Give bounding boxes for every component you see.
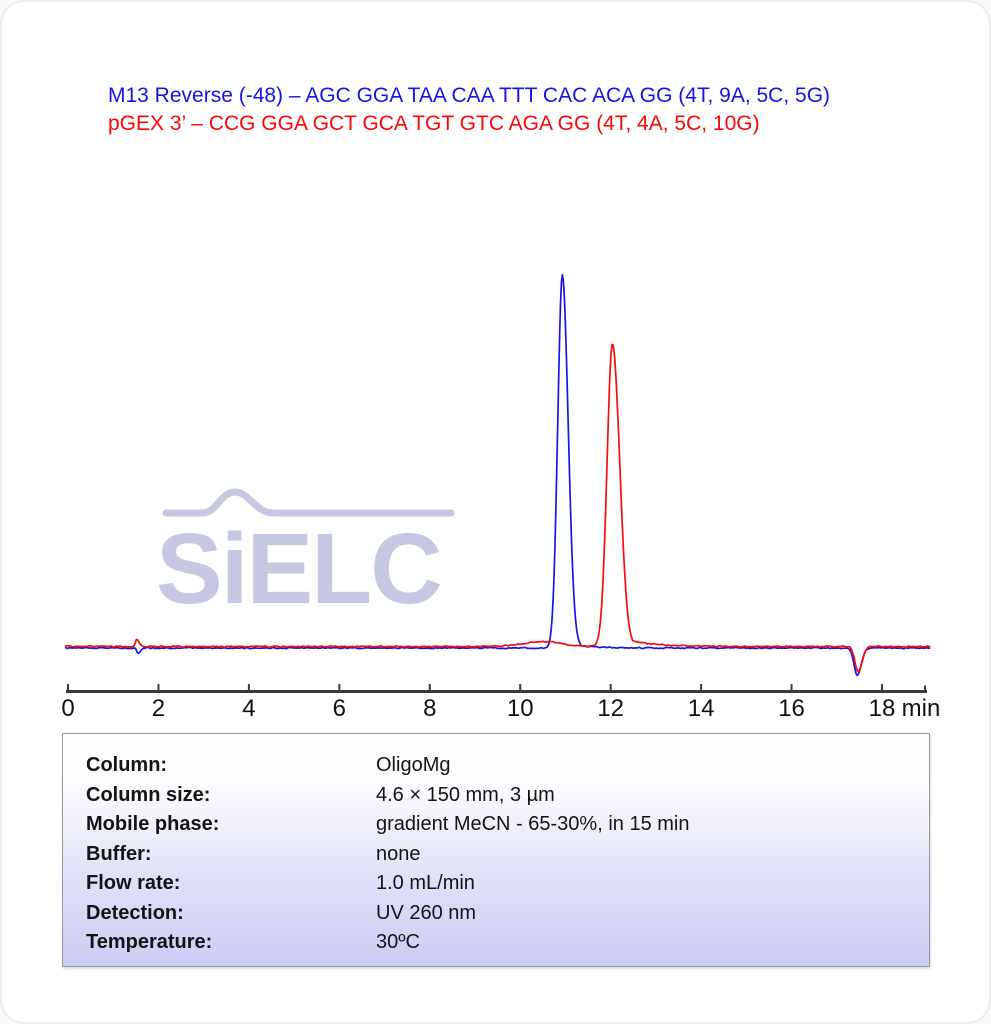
x-axis-tick-label: 18 — [869, 695, 896, 722]
x-axis-unit-label: min — [902, 695, 941, 722]
row-label: Buffer: — [86, 842, 152, 865]
x-axis-tick-label: 2 — [152, 695, 165, 722]
row-label: Temperature: — [86, 931, 213, 954]
x-axis-tick-label: 0 — [61, 695, 74, 722]
logo-peak-line — [162, 488, 455, 517]
row-value: 4.6 × 150 mm, 3 µm — [376, 783, 555, 806]
title-blue-sequence: M13 Reverse (-48) – AGC GGA TAA CAA TTT … — [108, 84, 831, 107]
x-axis-tick-label: 10 — [507, 695, 534, 722]
table-row: Temperature: 30ºC — [86, 928, 929, 958]
row-value: UV 260 nm — [376, 901, 477, 924]
blue-trace-m13-reverse — [64, 273, 931, 677]
row-label: Mobile phase: — [86, 813, 220, 836]
row-value: none — [376, 842, 421, 865]
row-label: Flow rate: — [86, 872, 181, 895]
table-row: Detection: UV 260 nm — [86, 899, 929, 929]
table-row: Mobile phase: gradient MeCN - 65-30%, in … — [86, 810, 929, 840]
row-value: gradient MeCN - 65-30%, in 15 min — [376, 813, 690, 836]
row-label: Column: — [86, 754, 168, 777]
row-value: OligoMg — [376, 754, 451, 777]
x-axis-tick-label: 6 — [333, 695, 346, 722]
x-axis-tick-label: 12 — [597, 695, 624, 722]
table-row: Column: OligoMg — [86, 751, 929, 781]
x-axis-tick-label: 14 — [688, 695, 715, 722]
row-label: Detection: — [86, 901, 184, 924]
x-axis-tick-label: 16 — [778, 695, 805, 722]
conditions-table: Column: OligoMg Column size: 4.6 × 150 mm, … — [62, 733, 930, 967]
red-trace-pgex3 — [64, 343, 931, 673]
table-row: Buffer: none — [86, 840, 929, 870]
x-axis-tick-label: 4 — [242, 695, 255, 722]
x-axis-tick-label: 8 — [423, 695, 436, 722]
table-row: Flow rate: 1.0 mL/min — [86, 869, 929, 899]
table-row: Column size: 4.6 × 150 mm, 3 µm — [86, 781, 929, 811]
row-label: Column size: — [86, 783, 211, 806]
row-value: 1.0 mL/min — [376, 872, 475, 895]
row-value: 30ºC — [376, 931, 420, 954]
sample-titles: M13 Reverse (-48) – AGC GGA TAA CAA TTT … — [108, 82, 830, 138]
title-red-sequence: pGEX 3’ – CCG GGA GCT GCA TGT GTC AGA GG… — [108, 112, 760, 135]
